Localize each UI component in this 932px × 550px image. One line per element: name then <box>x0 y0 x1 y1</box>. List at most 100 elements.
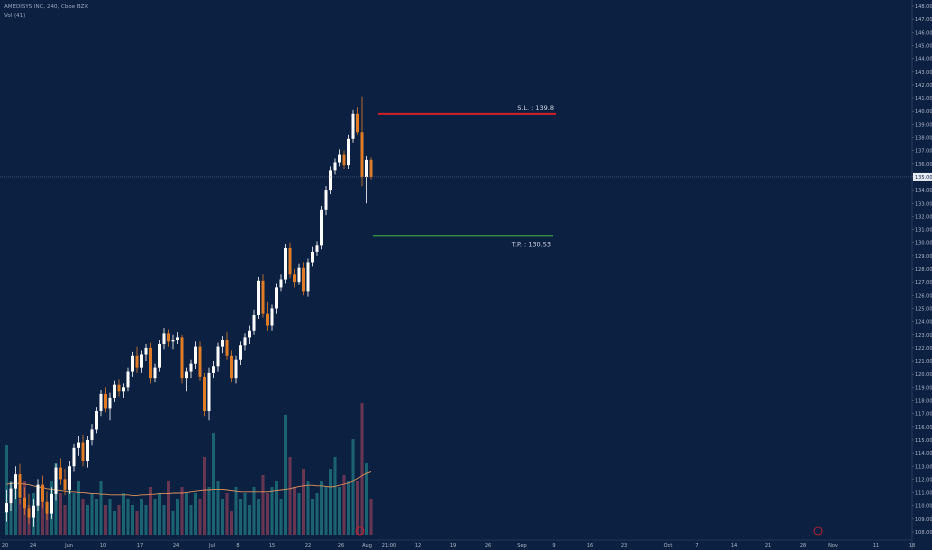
time-tick-label: 14 <box>731 543 737 549</box>
candle-body <box>243 337 247 346</box>
time-tick-label: 15 <box>269 543 275 549</box>
price-tick-label: 117.00 <box>915 412 932 418</box>
volume-bar <box>360 403 364 535</box>
time-tick-label: 20 <box>2 543 8 549</box>
time-tick-label: 19 <box>450 543 456 549</box>
volume-bar <box>198 499 202 535</box>
candle-body <box>126 371 130 388</box>
candle-body <box>54 467 58 494</box>
candle-body <box>311 251 314 263</box>
candle-body <box>180 337 184 379</box>
candle-body <box>63 479 67 490</box>
price-tick-label: 125.00 <box>915 306 932 312</box>
volume-bar <box>194 493 197 535</box>
price-tick-label: 124.00 <box>915 320 932 326</box>
volume-bar <box>270 487 274 535</box>
volume-bar <box>131 505 134 535</box>
symbol-title: AMEDISYS INC, 240, Cboe BZX <box>4 4 89 10</box>
candle-body <box>95 411 98 430</box>
price-tick-label: 141.00 <box>915 96 932 102</box>
volume-bar <box>72 493 76 535</box>
price-tick-label: 145.00 <box>915 43 932 49</box>
time-tick-label: 21:00 <box>382 543 396 549</box>
candle-body <box>50 493 53 514</box>
price-tick-label: 108.00 <box>915 530 932 536</box>
volume-bar <box>36 487 40 535</box>
volume-bar <box>171 511 175 535</box>
volume-bar <box>158 493 161 535</box>
take-profit-label: T.P. : 130.53 <box>511 241 551 249</box>
candle-body <box>32 505 35 518</box>
candle-layer <box>5 96 373 527</box>
volume-bar <box>333 457 337 535</box>
candle-body <box>194 346 197 364</box>
candle-body <box>189 363 193 372</box>
volume-ma-line <box>6 470 372 496</box>
volume-bar <box>311 499 314 535</box>
candle-body <box>266 313 269 326</box>
volume-bar <box>221 499 224 535</box>
price-tick-label: 130.00 <box>915 241 932 247</box>
volume-bar <box>90 493 94 535</box>
volume-bar <box>248 505 251 535</box>
time-tick-label: 16 <box>587 543 593 549</box>
price-tick-label: 120.00 <box>915 372 932 378</box>
time-tick-label: 21 <box>765 543 771 549</box>
candle-body <box>306 262 310 292</box>
candle-body <box>23 497 26 509</box>
candle-body <box>117 384 121 392</box>
price-tick-label: 137.00 <box>915 149 932 155</box>
time-tick-label: 24 <box>173 543 179 549</box>
candle-body <box>324 190 328 210</box>
volume-bar <box>144 505 148 535</box>
candle-body <box>135 355 139 368</box>
candle-body <box>315 245 319 252</box>
price-tick-label: 131.00 <box>915 228 932 234</box>
volume-bar <box>225 493 229 535</box>
candle-body <box>153 367 157 379</box>
candle-body <box>369 159 373 177</box>
price-tick-label: 144.00 <box>915 57 932 63</box>
price-tick-label: 136.00 <box>915 162 932 168</box>
volume-bar <box>279 499 283 535</box>
time-tick-label: 10 <box>100 543 106 549</box>
time-tick-label: 23 <box>621 543 627 549</box>
candle-body <box>203 376 206 412</box>
volume-bar <box>342 475 346 535</box>
price-tick-label: 114.00 <box>915 451 932 457</box>
time-tick-label: Sep <box>517 543 526 549</box>
candle-body <box>27 508 31 518</box>
volume-bar <box>189 505 193 535</box>
candle-body <box>90 429 94 440</box>
time-tick-label: 12 <box>415 543 421 549</box>
price-tick-label: 109.00 <box>915 517 932 523</box>
volume-bar <box>351 439 355 535</box>
candle-body <box>176 337 179 341</box>
volume-bar <box>266 493 269 535</box>
candle-body <box>9 488 13 504</box>
candle-body <box>158 343 161 368</box>
volume-bar <box>203 457 206 535</box>
price-tick-label: 119.00 <box>915 385 932 391</box>
volume-bar <box>347 481 350 535</box>
candle-body <box>68 466 71 490</box>
volume-bar <box>275 481 278 535</box>
stop-loss-label: S.L. : 139.8 <box>517 104 554 112</box>
volume-bar <box>365 463 368 535</box>
volume-bar <box>239 499 242 535</box>
price-tick-label: 128.00 <box>915 267 932 273</box>
time-tick-label: 11 <box>873 543 879 549</box>
volume-bar <box>86 505 89 535</box>
volume-layer <box>5 403 373 535</box>
volume-bar <box>126 499 130 535</box>
price-tick-label: 111.00 <box>915 491 932 497</box>
candle-body <box>216 346 220 367</box>
volume-bar <box>293 487 296 535</box>
candle-body <box>45 501 49 514</box>
volume-bar <box>180 487 184 535</box>
candle-body <box>113 384 116 398</box>
volume-bar <box>369 499 373 535</box>
candle-body <box>261 280 265 314</box>
candle-body <box>122 387 125 392</box>
